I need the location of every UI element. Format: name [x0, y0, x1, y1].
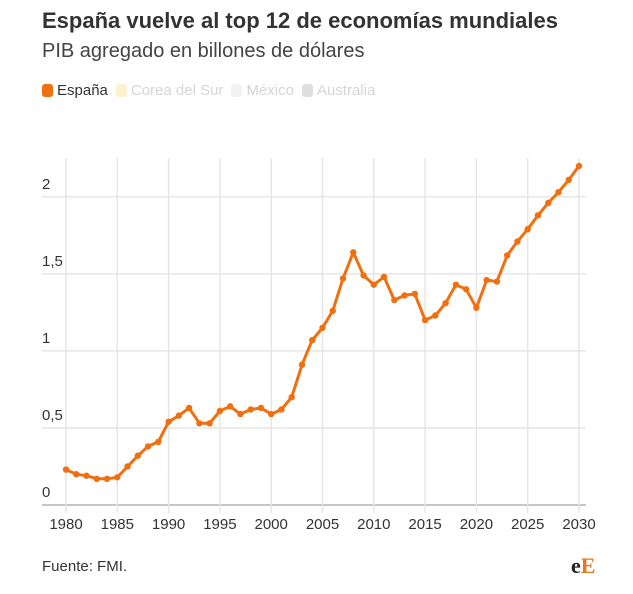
data-point — [134, 452, 142, 459]
data-point — [534, 212, 542, 219]
legend-item-australia[interactable]: Australia — [301, 82, 376, 99]
data-point — [555, 188, 562, 196]
data-point — [514, 238, 521, 245]
data-point — [483, 276, 490, 284]
data-point — [298, 361, 306, 368]
legend-item-espana[interactable]: España — [42, 82, 108, 99]
y-axis-ticks: 0 0,5 1 1,5 2 — [42, 176, 63, 501]
x-tick-label: 1985 — [101, 516, 134, 533]
data-point — [339, 275, 347, 282]
data-point — [247, 406, 254, 413]
data-point — [575, 162, 583, 170]
data-point — [350, 249, 357, 256]
data-point — [442, 299, 449, 307]
data-point — [83, 472, 90, 479]
data-point — [319, 324, 326, 331]
x-tick-label: 2025 — [511, 516, 544, 533]
x-tick-label: 1990 — [152, 516, 185, 533]
data-point — [545, 199, 552, 207]
data-point — [216, 407, 224, 415]
data-point — [278, 406, 285, 413]
legend-label: Corea del Sur — [130, 82, 224, 99]
data-point — [421, 316, 429, 324]
data-point — [175, 412, 183, 419]
data-point — [155, 438, 162, 446]
data-point — [288, 393, 295, 401]
chart-title: España vuelve al top 12 de economías mun… — [42, 8, 558, 33]
data-point — [503, 252, 511, 259]
x-tick-label: 2030 — [562, 516, 595, 533]
data-point — [401, 292, 408, 299]
x-tick-label: 1995 — [203, 516, 236, 533]
legend-item-corea-del-sur[interactable]: Corea del Sur — [115, 82, 224, 99]
legend-item-mexico[interactable]: México — [231, 82, 294, 99]
data-point — [411, 290, 419, 298]
x-tick-label: 2015 — [408, 516, 441, 533]
x-tick-label: 2000 — [255, 516, 288, 533]
data-point — [432, 312, 439, 319]
data-point — [237, 410, 244, 418]
data-point — [565, 176, 572, 184]
x-axis-ticks: 1980 1985 1990 1995 2000 2005 2010 2015 2020 2025… — [49, 516, 595, 533]
x-tick-label: 2010 — [357, 516, 390, 533]
legend: España Corea del Sur México Australia — [42, 82, 375, 99]
legend-swatch — [231, 84, 243, 97]
chart-subtitle: PIB agregado en billones de dólares — [42, 40, 365, 62]
data-point — [360, 272, 367, 279]
data-point — [257, 404, 265, 412]
data-point — [196, 420, 203, 427]
publisher-logo: eE — [571, 553, 596, 578]
legend-swatch — [301, 84, 313, 97]
x-tick-label: 1980 — [49, 516, 82, 533]
y-tick-label: 1 — [42, 330, 50, 347]
x-tick-label: 2020 — [460, 516, 493, 533]
legend-swatch — [42, 84, 53, 97]
data-point — [493, 278, 501, 285]
data-point — [124, 463, 131, 470]
source-note: Fuente: FMI. — [42, 558, 128, 575]
y-tick-label: 0 — [42, 484, 50, 501]
data-point — [524, 225, 531, 233]
data-point — [391, 296, 398, 304]
data-point — [114, 474, 121, 481]
data-point — [165, 418, 172, 425]
data-point — [268, 410, 275, 418]
data-point — [62, 466, 70, 473]
data-point — [226, 403, 234, 410]
data-point — [144, 443, 152, 450]
y-tick-label: 1,5 — [42, 253, 63, 270]
data-point — [452, 281, 460, 288]
legend-label: España — [57, 82, 108, 99]
legend-label: México — [246, 82, 294, 99]
data-point — [206, 420, 213, 427]
data-point — [103, 475, 111, 483]
x-tick-label: 2005 — [306, 516, 339, 533]
data-point — [185, 404, 193, 412]
grid-lines — [42, 158, 586, 513]
legend-label: Australia — [316, 82, 376, 99]
y-tick-label: 2 — [42, 176, 50, 193]
data-point — [93, 475, 100, 483]
data-point — [309, 336, 316, 344]
data-point — [73, 470, 80, 478]
data-point — [462, 286, 470, 293]
data-point — [370, 281, 377, 288]
y-tick-label: 0,5 — [42, 407, 63, 424]
data-point — [380, 273, 388, 281]
legend-swatch — [115, 84, 127, 97]
series-group — [62, 162, 583, 483]
data-point — [329, 307, 336, 315]
data-point — [473, 304, 480, 311]
